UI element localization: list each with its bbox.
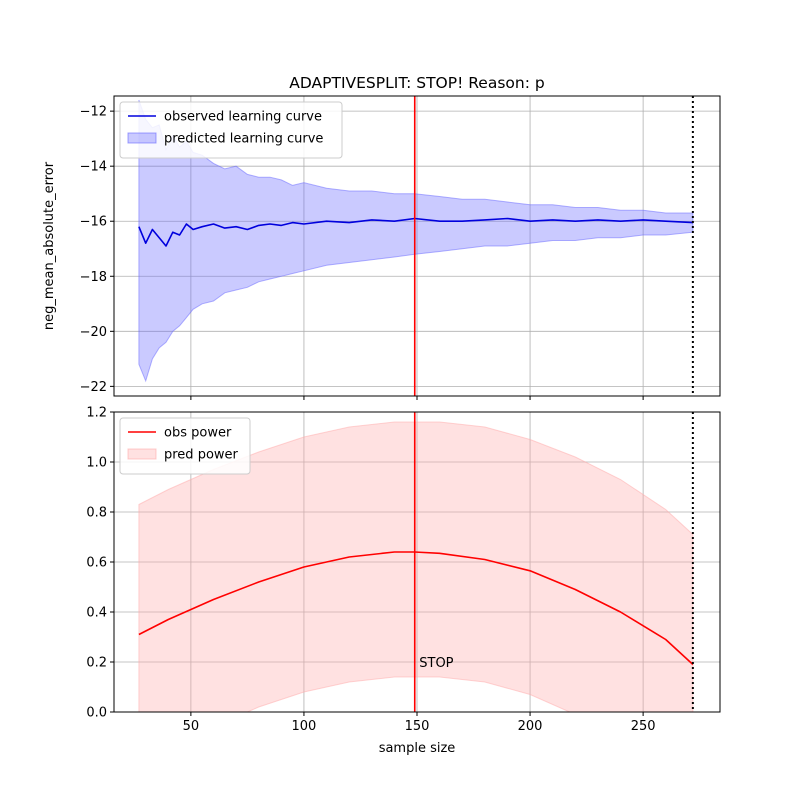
bottom-y-tick-label: 0.8 [86, 506, 107, 521]
top-y-tick-label: −18 [80, 270, 107, 285]
x-tick-label: 150 [405, 719, 430, 734]
y-axis-label: neg_mean_absolute_error [42, 161, 57, 330]
top-y-tick-label: −14 [80, 160, 107, 175]
bottom-y-tick-label: 0.6 [86, 556, 107, 571]
bottom-legend-label: obs power [164, 426, 232, 441]
top-legend-label: observed learning curve [164, 110, 322, 125]
bottom-legend: obs power pred power [119, 417, 251, 475]
top-y-tick-label: −22 [80, 380, 107, 395]
bottom-legend-label: pred power [164, 448, 239, 463]
top-legend-box [119, 101, 343, 159]
bottom-annotation-stop: STOP [419, 656, 453, 671]
x-tick-label: 50 [183, 719, 200, 734]
bottom-y-tick-label: 1.0 [86, 456, 107, 471]
bottom-panel: STOP 50 100 150 200 250 0.0 0.2 0.4 0.6 0.8 1.0 1.2 s… [86, 406, 721, 756]
bottom-y-tick-label: 0.2 [86, 656, 107, 671]
x-axis-label: sample size [379, 741, 456, 756]
top-legend: observed learning curve predicted learnin… [119, 101, 343, 159]
bottom-y-tick-label: 1.2 [86, 406, 107, 421]
top-y-tick-label: −12 [80, 105, 107, 120]
bottom-legend-swatch-area [127, 448, 157, 460]
top-legend-swatch-area [127, 132, 157, 144]
top-plot-area [138, 96, 694, 396]
bottom-series-area-1 [138, 421, 694, 712]
x-tick-label: 100 [292, 719, 317, 734]
x-tick-label: 250 [631, 719, 656, 734]
top-series-line-0 [138, 217, 693, 247]
bottom-plot-area [138, 412, 694, 712]
chart-title: ADAPTIVESPLIT: STOP! Reason: p [289, 74, 544, 92]
top-panel: −22 −20 −18 −16 −14 −12 ADAPTIVESPLIT: STOP! R… [42, 74, 721, 400]
x-tick-label: 200 [518, 719, 543, 734]
top-y-tick-label: −20 [80, 325, 107, 340]
top-y-tick-label: −16 [80, 215, 107, 230]
bottom-y-tick-label: 0.4 [86, 606, 107, 621]
bottom-y-tick-label: 0.0 [86, 706, 107, 721]
top-legend-label: predicted learning curve [164, 132, 323, 147]
